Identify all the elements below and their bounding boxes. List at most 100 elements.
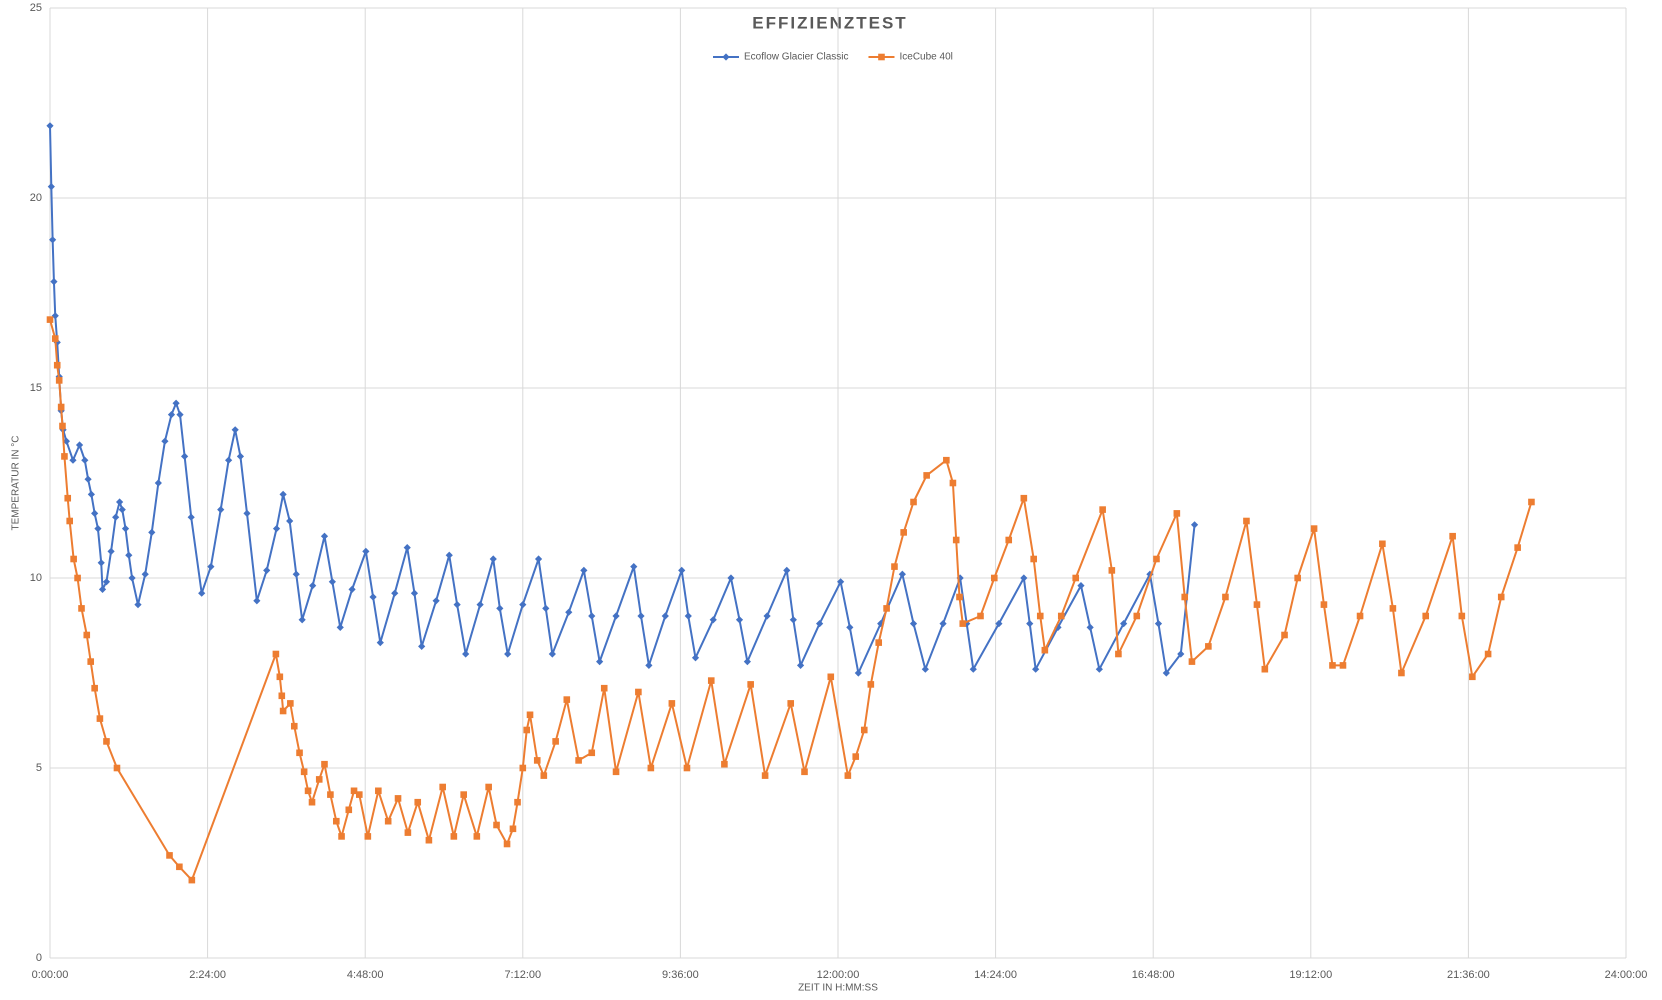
marker xyxy=(533,757,541,764)
marker xyxy=(276,673,284,681)
marker xyxy=(102,578,111,586)
marker xyxy=(327,791,334,798)
marker xyxy=(977,612,984,620)
marker xyxy=(61,453,68,460)
marker xyxy=(1514,544,1521,551)
marker xyxy=(747,681,754,688)
marker xyxy=(789,616,797,624)
marker xyxy=(125,551,133,559)
marker xyxy=(59,422,66,430)
marker xyxy=(287,700,294,707)
marker xyxy=(113,764,121,772)
marker xyxy=(231,426,239,434)
marker xyxy=(943,456,950,464)
marker xyxy=(336,623,344,631)
legend: Ecoflow Glacier Classic IceCube 40l xyxy=(713,52,953,63)
marker xyxy=(763,612,771,620)
marker xyxy=(47,183,55,191)
marker xyxy=(1190,521,1199,529)
marker xyxy=(909,620,918,628)
marker xyxy=(1528,498,1535,506)
marker xyxy=(55,377,63,384)
marker xyxy=(1329,662,1336,669)
marker xyxy=(87,658,95,665)
marker xyxy=(460,791,467,798)
legend-label: IceCube 40l xyxy=(899,52,952,63)
marker xyxy=(176,411,184,419)
marker xyxy=(46,122,54,130)
x-tick-label: 19:12:00 xyxy=(1289,969,1332,981)
marker xyxy=(439,783,446,791)
x-tick-label: 9:36:00 xyxy=(662,969,699,981)
marker xyxy=(98,585,107,593)
marker xyxy=(450,833,458,840)
marker xyxy=(1261,665,1269,673)
marker xyxy=(320,532,329,540)
marker xyxy=(166,852,173,859)
marker xyxy=(519,601,527,609)
marker xyxy=(403,544,411,552)
marker xyxy=(410,589,419,597)
marker xyxy=(103,738,110,745)
y-axis-label: TEMPERATUR IN °C xyxy=(11,436,22,531)
series xyxy=(46,316,1535,884)
marker xyxy=(253,597,261,605)
marker xyxy=(272,525,281,533)
marker xyxy=(1389,605,1397,612)
marker xyxy=(959,620,967,627)
marker xyxy=(57,403,65,411)
marker xyxy=(683,764,691,772)
marker xyxy=(1243,517,1250,525)
marker xyxy=(504,650,512,658)
marker xyxy=(286,517,294,525)
marker xyxy=(514,798,521,806)
marker xyxy=(107,547,115,555)
y-tick-label: 10 xyxy=(30,572,42,584)
marker xyxy=(552,738,559,745)
y-tick-label: 5 xyxy=(36,762,42,774)
marker xyxy=(46,316,54,323)
marker xyxy=(721,760,728,768)
marker xyxy=(296,749,303,757)
marker xyxy=(801,768,808,776)
marker xyxy=(921,665,929,673)
marker xyxy=(542,604,550,612)
marker xyxy=(70,555,77,563)
marker xyxy=(1020,494,1028,502)
marker xyxy=(635,688,642,696)
x-axis-label: ZEIT IN H:MM:SS xyxy=(798,983,878,994)
marker xyxy=(394,795,402,802)
marker xyxy=(292,570,300,578)
marker xyxy=(364,833,372,840)
marker xyxy=(198,589,206,597)
marker xyxy=(1173,510,1181,517)
marker xyxy=(816,620,824,628)
marker xyxy=(1281,631,1288,639)
marker xyxy=(995,620,1003,628)
marker xyxy=(956,574,964,582)
marker xyxy=(187,513,195,521)
marker xyxy=(735,616,744,624)
marker xyxy=(91,684,98,692)
marker xyxy=(279,490,287,498)
marker xyxy=(969,665,977,673)
marker xyxy=(272,650,280,658)
marker xyxy=(875,639,883,646)
marker xyxy=(188,876,196,884)
marker xyxy=(891,563,898,570)
marker xyxy=(62,437,71,445)
marker xyxy=(375,787,382,795)
marker xyxy=(668,700,676,707)
marker xyxy=(91,509,99,517)
marker xyxy=(94,525,102,533)
marker xyxy=(1057,612,1065,620)
marker xyxy=(852,753,860,760)
marker xyxy=(112,513,120,521)
marker xyxy=(1115,650,1122,658)
marker xyxy=(580,566,588,574)
marker xyxy=(333,817,340,825)
marker xyxy=(338,833,345,840)
marker xyxy=(900,529,907,536)
marker xyxy=(50,278,58,286)
marker xyxy=(290,722,298,730)
